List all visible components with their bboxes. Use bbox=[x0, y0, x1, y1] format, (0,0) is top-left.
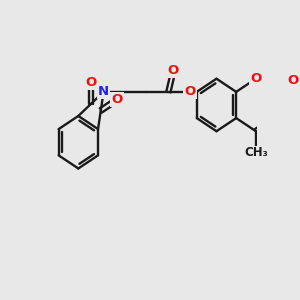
Text: O: O bbox=[85, 76, 97, 89]
Text: O: O bbox=[287, 74, 299, 87]
Text: CH₃: CH₃ bbox=[244, 146, 268, 159]
Text: N: N bbox=[98, 85, 109, 98]
Text: O: O bbox=[111, 93, 122, 106]
Text: O: O bbox=[184, 85, 196, 98]
Text: O: O bbox=[168, 64, 179, 77]
Text: O: O bbox=[250, 72, 262, 85]
